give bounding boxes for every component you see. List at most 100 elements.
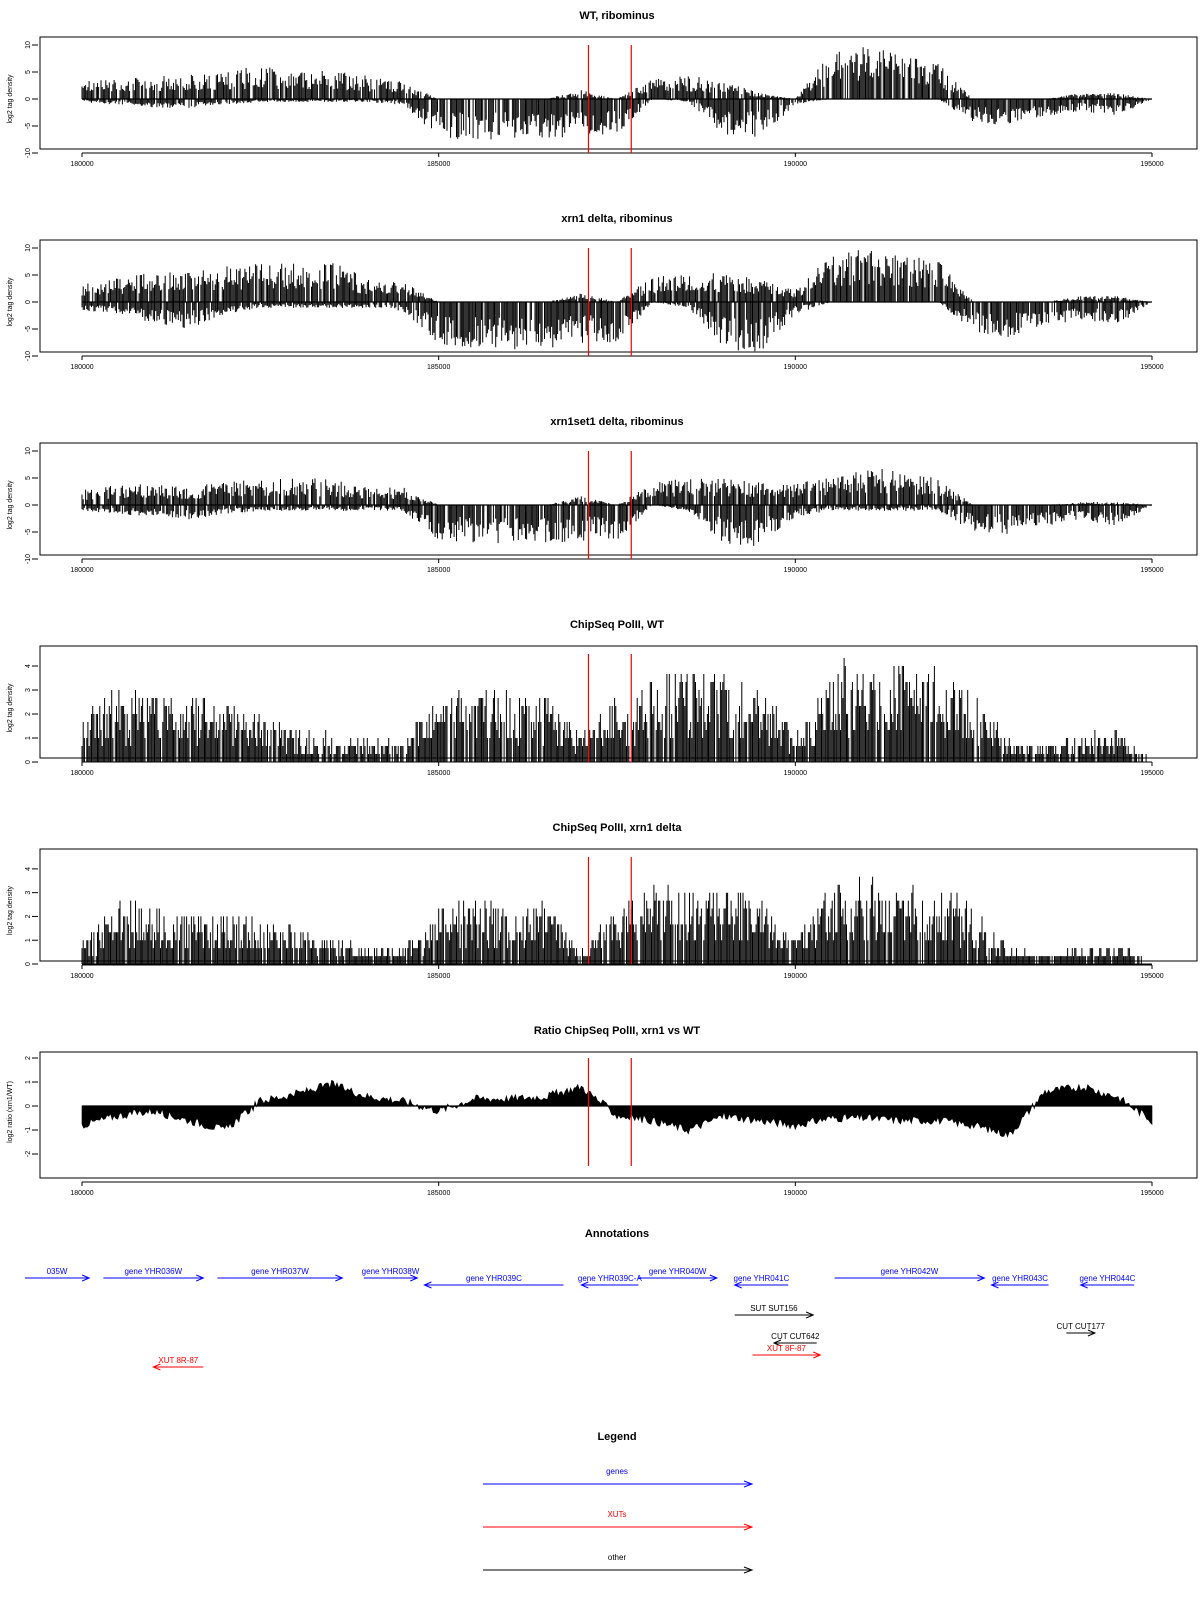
y-tick-label: 0 [25, 1104, 32, 1108]
x-tick-label: 180000 [70, 161, 93, 168]
panel-title: ChipSeq PolII, WT [570, 619, 664, 631]
series-marks [81, 1079, 1153, 1138]
arrowhead-right-icon [81, 1274, 91, 1282]
feature-label: gene YHR044C [1079, 1274, 1135, 1283]
y-tick-label: 1 [25, 938, 32, 942]
annotation-feature: gene YHR042W [834, 1267, 986, 1282]
arrowhead-left-icon [580, 1281, 589, 1289]
legend-item: genes [483, 1467, 754, 1488]
x-tick-label: 195000 [1140, 1190, 1163, 1197]
arrowhead-left-icon [423, 1281, 432, 1289]
minus-strand-bars [81, 302, 1151, 352]
annotation-feature: gene YHR039C [423, 1274, 564, 1289]
y-axis-label: log2 tag density [7, 277, 14, 327]
arrowhead-right-icon [805, 1311, 815, 1319]
annotation-feature: gene YHR036W [103, 1267, 205, 1282]
panel-title: WT, ribominus [579, 10, 654, 22]
y-tick-label: 0 [25, 97, 32, 101]
feature-label: 035W [47, 1267, 68, 1276]
annotation-feature: gene YHR037W [217, 1267, 344, 1282]
x-tick-label: 185000 [427, 364, 450, 371]
y-tick-label: 5 [25, 70, 32, 74]
y-tick-label: 1 [25, 1080, 32, 1084]
y-axis-label: log2 tag density [7, 885, 14, 935]
x-tick-label: 180000 [70, 973, 93, 980]
y-tick-label: 0 [25, 300, 32, 304]
y-tick-label: 2 [25, 712, 32, 716]
y-axis-label: log2 tag density [7, 480, 14, 530]
arrowhead-left-icon [772, 1339, 782, 1347]
feature-label: SUT SUT156 [750, 1304, 798, 1313]
x-tick-label: 185000 [427, 973, 450, 980]
panel-chipseq-xrn1: ChipSeq PolII, xrn1 delta log2 tag densit… [7, 822, 1198, 980]
legend-title: Legend [597, 1431, 636, 1443]
y-tick-label: -10 [25, 554, 32, 564]
panel-title: xrn1 delta, ribominus [561, 213, 672, 225]
series-marks [81, 250, 1151, 352]
feature-label: gene YHR037W [251, 1267, 309, 1276]
feature-label: gene YHR040W [649, 1267, 707, 1276]
feature-label: CUT CUT642 [771, 1332, 820, 1341]
x-tick-label: 195000 [1140, 770, 1163, 777]
y-tick-label: 4 [25, 867, 32, 871]
x-tick-label: 180000 [70, 1190, 93, 1197]
x-tick-label: 185000 [427, 161, 450, 168]
y-tick-label: 0 [25, 962, 32, 966]
arrowhead-left-icon [152, 1363, 161, 1371]
x-tick-label: 195000 [1140, 161, 1163, 168]
y-tick-label: -5 [25, 529, 32, 535]
x-tick-label: 190000 [784, 1190, 807, 1197]
feature-label: gene YHR039C-A [578, 1274, 643, 1283]
feature-label: XUT 8F-87 [767, 1344, 807, 1353]
feature-label: gene YHR042W [881, 1267, 939, 1276]
legend-item: other [483, 1553, 754, 1574]
x-tick-label: 195000 [1140, 973, 1163, 980]
arrowhead-right-icon [743, 1523, 754, 1531]
arrowhead-left-icon [990, 1281, 999, 1289]
annotation-feature: gene YHR039C-A [578, 1274, 643, 1289]
arrowhead-right-icon [1087, 1329, 1097, 1337]
annotation-feature: gene YHR041C [733, 1274, 790, 1289]
panel-chipseq-wt: ChipSeq PolII, WT log2 tag density 0 1 2 3 4 18… [7, 619, 1198, 777]
y-tick-label: 10 [25, 447, 32, 455]
series-marks [81, 658, 1147, 762]
x-tick-label: 185000 [427, 1190, 450, 1197]
x-tick-label: 180000 [70, 770, 93, 777]
feature-label: XUT 8R-87 [158, 1356, 198, 1365]
y-tick-label: 3 [25, 688, 32, 692]
feature-label: gene YHR038W [362, 1267, 420, 1276]
panel-ratio-chipseq: Ratio ChipSeq PolII, xrn1 vs WT log2 rati… [7, 1025, 1198, 1197]
panel-wt-ribominus: WT, ribominus log2 tag density -10 -5 0 5 10 18… [7, 10, 1198, 168]
arrowhead-left-icon [733, 1281, 742, 1289]
arrowhead-right-icon [977, 1274, 986, 1282]
annotation-feature: CUT CUT177 [1057, 1322, 1105, 1337]
density-bars [81, 658, 1147, 762]
annotation-feature: gene YHR038W [362, 1267, 420, 1282]
y-tick-label: -10 [25, 148, 32, 158]
x-tick-label: 190000 [784, 364, 807, 371]
plus-strand-bars [81, 469, 1148, 505]
y-tick-label: -5 [25, 326, 32, 332]
panel-title: Ratio ChipSeq PolII, xrn1 vs WT [534, 1025, 701, 1037]
feature-label: gene YHR043C [992, 1274, 1048, 1283]
y-tick-label: 5 [25, 476, 32, 480]
y-tick-label: -10 [25, 351, 32, 361]
annotations-title: Annotations [585, 1228, 649, 1240]
panel-title: ChipSeq PolII, xrn1 delta [553, 822, 683, 834]
arrowhead-right-icon [410, 1274, 419, 1282]
panel-xrn1set1-ribominus: xrn1set1 delta, ribominus log2 tag densit… [7, 416, 1198, 574]
y-tick-label: -1 [25, 1127, 32, 1133]
annotation-feature: gene YHR044C [1079, 1274, 1136, 1289]
y-tick-label: -2 [25, 1151, 32, 1157]
arrowhead-right-icon [813, 1351, 822, 1359]
annotation-feature: CUT CUT642 [771, 1332, 820, 1347]
y-tick-label: 1 [25, 736, 32, 740]
annotation-feature: 035W [24, 1267, 91, 1282]
arrowhead-right-icon [743, 1480, 754, 1488]
arrowhead-right-icon [196, 1274, 205, 1282]
y-axis-label: log2 tag density [7, 74, 14, 124]
plot-frame [39, 36, 1198, 150]
x-tick-label: 195000 [1140, 364, 1163, 371]
legend-item-label: genes [606, 1467, 628, 1476]
y-tick-label: 4 [25, 664, 32, 668]
